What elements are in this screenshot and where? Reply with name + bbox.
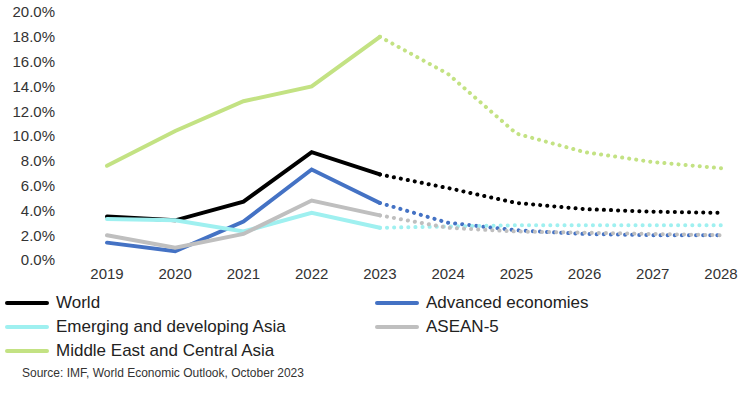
svg-text:18.0%: 18.0%: [12, 28, 55, 45]
svg-text:2021: 2021: [227, 265, 260, 282]
html-text:Advanced economies: Advanced economies: [426, 293, 589, 312]
svg-text:2022: 2022: [295, 265, 328, 282]
html-text:Source: IMF, World Economic Ou: Source: IMF, World Economic Outlook, Oct…: [22, 366, 304, 380]
svg-text:20.0%: 20.0%: [12, 3, 55, 20]
html-text:World: World: [56, 293, 101, 312]
svg-text:2020: 2020: [159, 265, 192, 282]
svg-text:12.0%: 12.0%: [12, 103, 55, 120]
html-text:ASEAN-5: ASEAN-5: [426, 317, 499, 336]
svg-text:16.0%: 16.0%: [12, 53, 55, 70]
html-text:Emerging and developing Asia: Emerging and developing Asia: [56, 317, 286, 336]
svg-text:6.0%: 6.0%: [21, 177, 55, 194]
svg-text:10.0%: 10.0%: [12, 127, 55, 144]
svg-text:2025: 2025: [500, 265, 533, 282]
svg-text:14.0%: 14.0%: [12, 78, 55, 95]
svg-text:8.0%: 8.0%: [21, 152, 55, 169]
svg-text:2026: 2026: [568, 265, 601, 282]
svg-text:2023: 2023: [363, 265, 396, 282]
html-text:Middle East and Central Asia: Middle East and Central Asia: [56, 341, 275, 360]
svg-text:2019: 2019: [90, 265, 123, 282]
svg-text:0.0%: 0.0%: [21, 251, 55, 268]
svg-text:2028: 2028: [704, 265, 737, 282]
svg-text:2027: 2027: [636, 265, 669, 282]
svg-text:2.0%: 2.0%: [21, 227, 55, 244]
svg-text:4.0%: 4.0%: [21, 202, 55, 219]
svg-text:2024: 2024: [431, 265, 464, 282]
